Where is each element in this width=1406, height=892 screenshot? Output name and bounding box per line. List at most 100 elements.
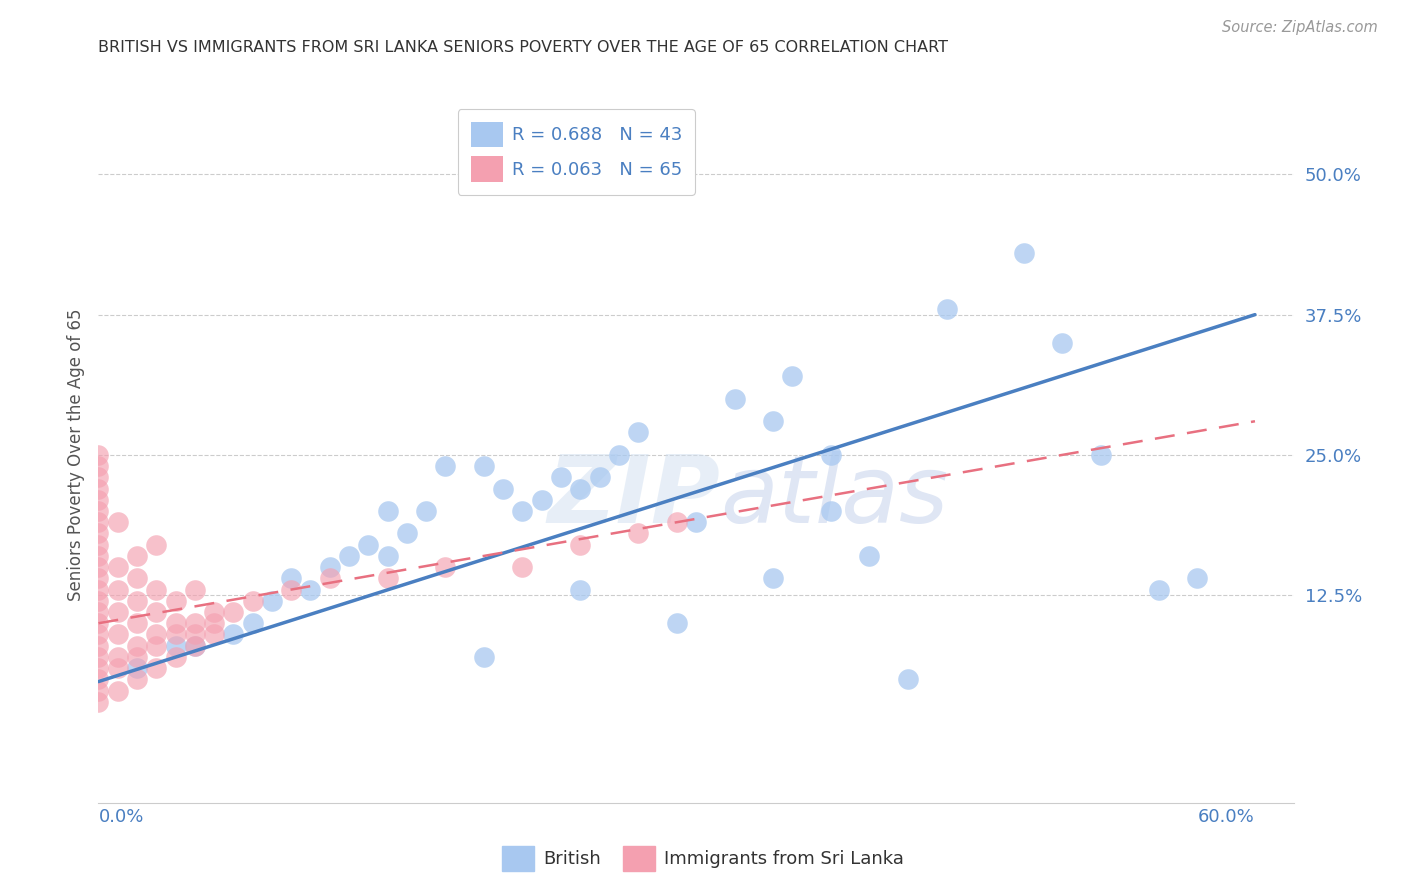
Point: [858, 549, 880, 563]
Point: [125, 549, 148, 563]
Point: [202, 605, 225, 619]
Point: [145, 661, 167, 675]
Point: [125, 673, 148, 687]
Point: [299, 582, 322, 597]
Point: [897, 673, 920, 687]
Point: [87, 627, 110, 641]
Point: [107, 661, 129, 675]
Legend: R = 0.688   N = 43, R = 0.063   N = 65: R = 0.688 N = 43, R = 0.063 N = 65: [458, 109, 695, 194]
Point: [357, 538, 380, 552]
Point: [125, 616, 148, 631]
Point: [222, 605, 245, 619]
Text: atlas: atlas: [720, 451, 948, 542]
Point: [415, 504, 437, 518]
Point: [434, 560, 457, 574]
Point: [184, 639, 207, 653]
Point: [87, 515, 110, 529]
Point: [762, 414, 785, 428]
Point: [569, 482, 592, 496]
Point: [87, 639, 110, 653]
Point: [1012, 246, 1035, 260]
Point: [434, 459, 457, 474]
Point: [125, 594, 148, 608]
Point: [145, 582, 167, 597]
Point: [165, 627, 187, 641]
Point: [87, 504, 110, 518]
Point: [569, 582, 592, 597]
Point: [125, 649, 148, 664]
Point: [125, 571, 148, 585]
Point: [165, 649, 187, 664]
Point: [87, 582, 110, 597]
Point: [87, 683, 110, 698]
Point: [184, 639, 207, 653]
Point: [107, 605, 129, 619]
Point: [87, 448, 110, 462]
Point: [492, 482, 515, 496]
Point: [337, 549, 360, 563]
Point: [125, 661, 148, 675]
Point: [665, 515, 688, 529]
Point: [685, 515, 707, 529]
Point: [87, 695, 110, 709]
Point: [165, 616, 187, 631]
Point: [472, 649, 495, 664]
Point: [202, 616, 225, 631]
Point: [107, 560, 129, 574]
Point: [87, 649, 110, 664]
Point: [87, 673, 110, 687]
Point: [222, 627, 245, 641]
Text: 60.0%: 60.0%: [1198, 808, 1256, 826]
Point: [1050, 335, 1073, 350]
Point: [165, 639, 187, 653]
Point: [723, 392, 745, 406]
Point: [319, 560, 342, 574]
Point: [512, 504, 534, 518]
Point: [472, 459, 495, 474]
Point: [87, 560, 110, 574]
Point: [87, 616, 110, 631]
Point: [627, 425, 650, 440]
Point: [107, 627, 129, 641]
Point: [319, 571, 342, 585]
Point: [1185, 571, 1208, 585]
Point: [1090, 448, 1112, 462]
Point: [820, 504, 842, 518]
Point: [280, 582, 302, 597]
Point: [165, 594, 187, 608]
Point: [242, 594, 264, 608]
Point: [125, 639, 148, 653]
Point: [107, 683, 129, 698]
Y-axis label: Seniors Poverty Over the Age of 65: Seniors Poverty Over the Age of 65: [66, 309, 84, 601]
Point: [107, 515, 129, 529]
Point: [377, 549, 399, 563]
Point: [87, 526, 110, 541]
Point: [242, 616, 264, 631]
Point: [665, 616, 688, 631]
Point: [377, 504, 399, 518]
Point: [395, 526, 418, 541]
Point: [145, 627, 167, 641]
Point: [107, 582, 129, 597]
Point: [820, 448, 842, 462]
Text: BRITISH VS IMMIGRANTS FROM SRI LANKA SENIORS POVERTY OVER THE AGE OF 65 CORRELAT: BRITISH VS IMMIGRANTS FROM SRI LANKA SEN…: [98, 40, 949, 55]
Point: [762, 571, 785, 585]
Point: [145, 639, 167, 653]
Point: [87, 492, 110, 507]
Point: [530, 492, 553, 507]
Point: [202, 627, 225, 641]
Legend: British, Immigrants from Sri Lanka: British, Immigrants from Sri Lanka: [495, 838, 911, 879]
Point: [1147, 582, 1170, 597]
Point: [87, 538, 110, 552]
Text: Source: ZipAtlas.com: Source: ZipAtlas.com: [1222, 20, 1378, 35]
Point: [627, 526, 650, 541]
Point: [260, 594, 283, 608]
Point: [377, 571, 399, 585]
Point: [550, 470, 572, 484]
Point: [87, 661, 110, 675]
Point: [107, 649, 129, 664]
Point: [588, 470, 610, 484]
Point: [87, 470, 110, 484]
Point: [607, 448, 630, 462]
Point: [184, 616, 207, 631]
